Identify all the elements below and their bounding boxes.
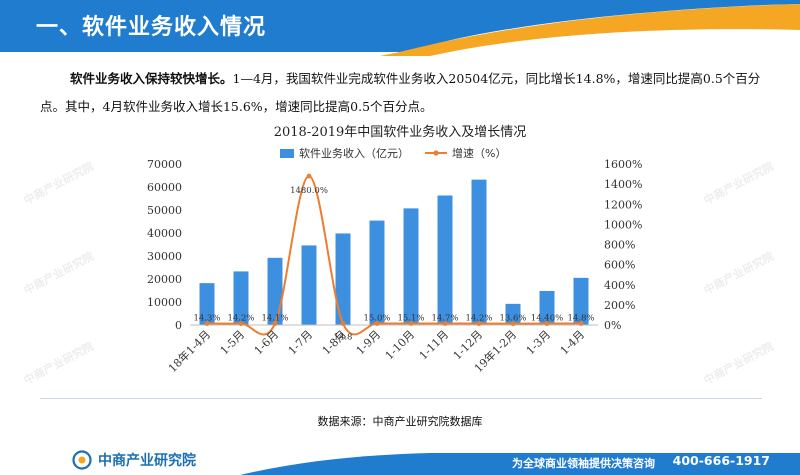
y-left-tick-label: 10000: [147, 296, 182, 309]
growth-point: [374, 321, 380, 326]
company-logo: 中商产业研究院: [72, 450, 196, 470]
growth-point: [272, 321, 278, 326]
growth-point: [238, 321, 244, 326]
y-left-tick-label: 40000: [147, 227, 182, 240]
growth-point: [408, 321, 414, 326]
growth-point: [442, 321, 448, 326]
legend-swatch-revenue: [280, 149, 294, 158]
footer-slogan: 为全球商业领袖提供决策咨询: [512, 457, 655, 470]
growth-point: [476, 321, 482, 326]
header-background: [0, 0, 800, 56]
growth-point: [340, 321, 346, 326]
bar: [335, 233, 351, 325]
y-right-tick-label: 400%: [604, 279, 635, 292]
growth-point: [306, 173, 312, 179]
legend-label-revenue: 软件业务收入（亿元）: [299, 146, 409, 160]
growth-data-label: 14.2%: [227, 314, 254, 324]
footer-bar: [0, 445, 800, 475]
growth-data-label: 14.3%: [193, 314, 220, 324]
x-tick-label: 1-4月: [558, 328, 587, 357]
bar: [573, 277, 589, 325]
intro-paragraph: 软件业务收入保持较快增长。1—4月，我国软件业完成软件业务收入20504亿元，同…: [40, 65, 770, 121]
y-left-tick-label: 50000: [147, 204, 182, 217]
y-left-tick-label: 0: [175, 319, 182, 332]
growth-data-label: 14.40%: [531, 314, 563, 324]
bar: [539, 290, 555, 325]
growth-data-label: 1480.0%: [290, 186, 328, 196]
growth-data-label: 14.2%: [465, 314, 492, 324]
bar: [471, 179, 487, 325]
y-right-tick-label: 1600%: [604, 158, 642, 171]
growth-data-label: 14.8%: [567, 314, 594, 324]
y-left-tick-label: 60000: [147, 181, 182, 194]
growth-data-label: 14.8: [334, 333, 353, 343]
divider: [40, 398, 762, 399]
y-right-tick-label: 200%: [604, 299, 635, 312]
x-tick-label: 18年1-4月: [165, 327, 213, 375]
x-tick-label: 1-11月: [417, 328, 451, 362]
bar: [233, 271, 249, 325]
growth-point: [544, 321, 550, 326]
footer-background: [240, 453, 800, 475]
y-right-tick-label: 800%: [604, 239, 635, 252]
growth-data-label: 14.1%: [261, 314, 288, 324]
x-tick-label: 1-10月: [383, 328, 417, 362]
y-left-tick-label: 20000: [147, 273, 182, 286]
y-right-tick-label: 600%: [604, 259, 635, 272]
y-right-tick-label: 1400%: [604, 178, 642, 191]
x-tick-label: 1-9月: [354, 328, 383, 357]
y-right-tick-label: 1000%: [604, 218, 642, 231]
page-title: 一、软件业务收入情况: [36, 15, 267, 40]
y-right-tick-label: 1200%: [604, 198, 642, 211]
header-banner: 一、软件业务收入情况: [0, 0, 800, 56]
revenue-growth-chart: 软件业务收入（亿元） 增速（%） 0 10000 20000 30000 40000 5000…: [147, 146, 642, 375]
x-tick-label: 1-7月: [286, 328, 315, 357]
growth-data-label: 14.7%: [431, 314, 458, 324]
growth-point: [204, 321, 210, 326]
bar: [199, 283, 215, 325]
legend-label-growth: 增速（%）: [452, 146, 506, 160]
x-tick-label: 1-5月: [218, 328, 247, 357]
footer-phone: 400-666-1917: [672, 453, 770, 468]
growth-line: [206, 175, 582, 336]
data-source: 数据来源：中商产业研究院数据库: [317, 415, 483, 428]
y-left-tick-label: 70000: [147, 158, 182, 171]
logo-text: 中商产业研究院: [98, 453, 196, 469]
growth-data-label: 15.0%: [363, 313, 390, 323]
intro-lead: 软件业务收入保持较快增长。: [70, 71, 233, 86]
growth-point: [510, 321, 516, 327]
growth-point: [578, 321, 584, 326]
bar: [505, 303, 521, 325]
chart-title: 2018-2019年中国软件业务收入及增长情况: [273, 125, 527, 140]
bar: [403, 208, 419, 325]
growth-data-label: 13.6%: [499, 314, 526, 324]
bar: [437, 195, 453, 325]
legend-marker-growth: [433, 150, 439, 156]
bar: [369, 220, 385, 325]
growth-data-label: 15.1%: [397, 313, 424, 323]
y-left-tick-label: 30000: [147, 250, 182, 263]
x-tick-label: 1-3月: [524, 328, 553, 357]
intro-body: 1—4月，我国软件业完成软件业务收入20504亿元，同比增长14.8%，增速同比…: [40, 71, 761, 114]
bar: [301, 245, 317, 325]
y-right-tick-label: 0%: [604, 319, 621, 332]
logo-mark-icon: [72, 450, 92, 470]
